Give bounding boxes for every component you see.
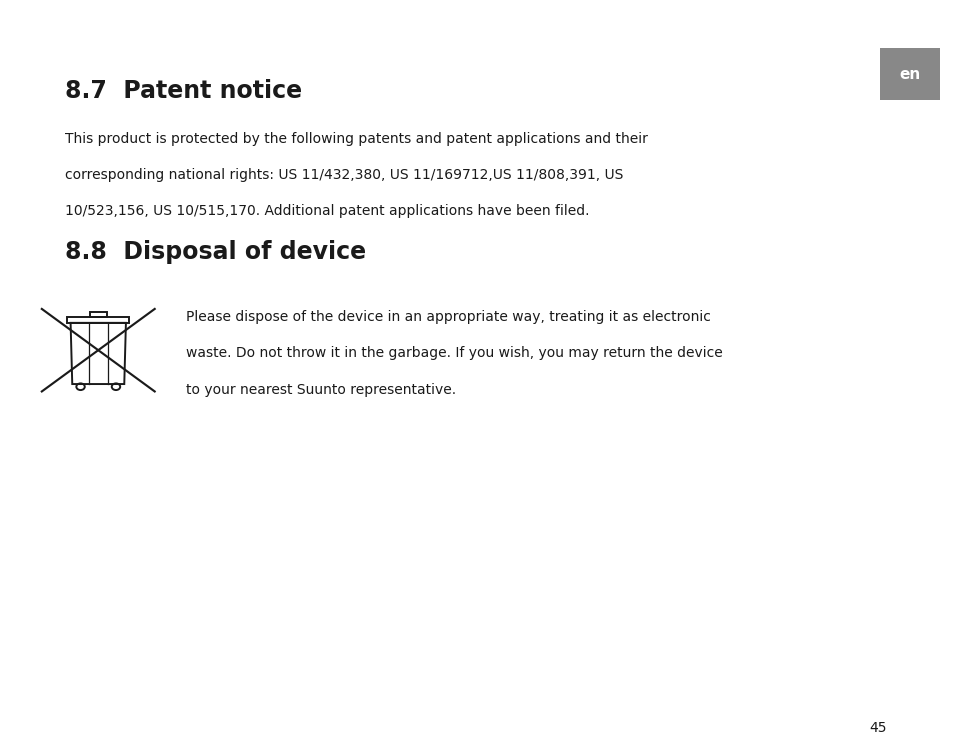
Text: en: en <box>898 67 920 82</box>
Text: 8.7  Patent notice: 8.7 Patent notice <box>65 79 302 104</box>
Text: corresponding national rights: US 11/432,380, US 11/169712,US 11/808,391, US: corresponding national rights: US 11/432… <box>65 168 622 182</box>
Text: This product is protected by the following patents and patent applications and t: This product is protected by the followi… <box>65 132 647 146</box>
Text: Please dispose of the device in an appropriate way, treating it as electronic: Please dispose of the device in an appro… <box>186 310 710 324</box>
Text: 45: 45 <box>869 720 886 735</box>
Text: waste. Do not throw it in the garbage. If you wish, you may return the device: waste. Do not throw it in the garbage. I… <box>186 346 722 361</box>
FancyBboxPatch shape <box>879 48 939 100</box>
Text: 8.8  Disposal of device: 8.8 Disposal of device <box>65 240 366 265</box>
Text: to your nearest Suunto representative.: to your nearest Suunto representative. <box>186 383 456 397</box>
Text: 10/523,156, US 10/515,170. Additional patent applications have been filed.: 10/523,156, US 10/515,170. Additional pa… <box>65 204 589 218</box>
